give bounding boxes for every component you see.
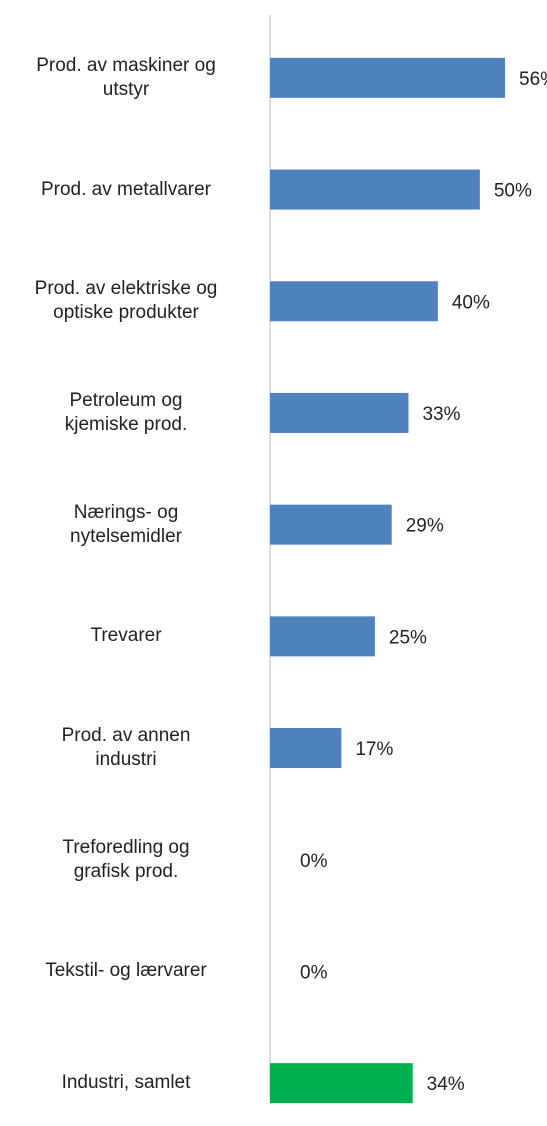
bar — [270, 1063, 413, 1104]
value-label: 29% — [406, 516, 444, 537]
value-label: 0% — [300, 851, 328, 872]
category-label: Prod. av elektriske og optiske produkter — [34, 278, 218, 324]
bar — [270, 57, 505, 98]
category-label: Tekstil- og lærvarer — [45, 960, 207, 982]
bar — [270, 504, 392, 545]
category-label: Nærings- og nytelsemidler — [70, 501, 182, 547]
value-label: 34% — [427, 1074, 465, 1095]
value-label: 33% — [422, 404, 460, 425]
value-label: 40% — [452, 292, 490, 313]
bar — [270, 392, 409, 433]
value-label: 56% — [519, 69, 547, 90]
category-label: Prod. av annen industri — [61, 725, 191, 771]
category-label: Prod. av metallvarer — [40, 178, 211, 200]
bar — [270, 169, 480, 210]
bar — [270, 728, 342, 769]
bar — [270, 616, 375, 657]
category-label: Industri, samlet — [61, 1072, 191, 1094]
value-label: 50% — [494, 181, 532, 202]
category-label: Petroleum og kjemiske prod. — [64, 389, 188, 435]
value-label: 0% — [300, 962, 328, 983]
category-label: Treforedling og grafisk prod. — [62, 836, 190, 882]
category-label: Trevarer — [90, 625, 162, 647]
bar — [270, 281, 438, 322]
category-label: Prod. av maskiner og utstyr — [36, 54, 216, 100]
value-label: 25% — [389, 627, 427, 648]
value-label: 17% — [355, 739, 393, 760]
